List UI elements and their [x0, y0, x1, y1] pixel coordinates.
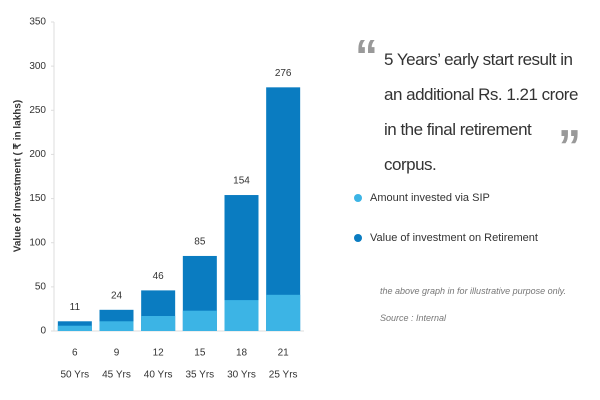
x-tick-label: 18 — [236, 348, 248, 359]
note: the above graph in for illustrative purp… — [380, 286, 566, 296]
x-sublabel: 40 Yrs — [144, 370, 173, 381]
legend-marker — [354, 194, 362, 202]
y-tick-label: 300 — [29, 61, 46, 72]
bar — [57, 325, 92, 331]
x-tick-label: 9 — [114, 348, 120, 359]
legend-label: Amount invested via SIP — [370, 192, 490, 204]
value-label: 276 — [275, 68, 292, 79]
y-tick-label: 200 — [29, 149, 46, 160]
bar — [99, 321, 134, 331]
source: Source : Internal — [380, 313, 447, 323]
y-tick-label: 0 — [40, 326, 46, 337]
value-label: 154 — [233, 176, 250, 187]
x-sublabel: 35 Yrs — [185, 370, 214, 381]
y-tick-label: 100 — [29, 237, 46, 248]
value-label: 46 — [153, 271, 165, 282]
bar — [266, 87, 301, 332]
x-sublabel: 50 Yrs — [60, 370, 89, 381]
y-tick-label: 350 — [29, 17, 46, 28]
x-sublabel: 45 Yrs — [102, 370, 131, 381]
y-tick-label: 250 — [29, 105, 46, 116]
quote-mark: ” — [558, 120, 581, 172]
y-axis-label: Value of Investment ( ₹ in lakhs) — [13, 100, 24, 253]
quote-mark: “ — [355, 30, 378, 82]
quote: 5 Years’ early start result in an additi… — [384, 50, 578, 174]
x-tick-label: 21 — [278, 348, 290, 359]
bar — [224, 300, 259, 331]
legend-label: Value of investment on Retirement — [370, 232, 538, 244]
x-tick-label: 6 — [72, 348, 78, 359]
x-sublabel: 30 Yrs — [227, 370, 256, 381]
value-label: 11 — [70, 302, 81, 313]
bar — [266, 294, 301, 331]
value-label: 85 — [194, 237, 206, 248]
value-label: 24 — [111, 290, 123, 301]
x-tick-label: 12 — [153, 348, 165, 359]
legend-marker — [354, 234, 362, 242]
x-tick-label: 15 — [194, 348, 206, 359]
x-sublabel: 25 Yrs — [269, 370, 298, 381]
y-tick-label: 150 — [29, 193, 46, 204]
bar — [182, 310, 217, 331]
y-tick-label: 50 — [35, 281, 47, 292]
bar — [141, 315, 176, 331]
